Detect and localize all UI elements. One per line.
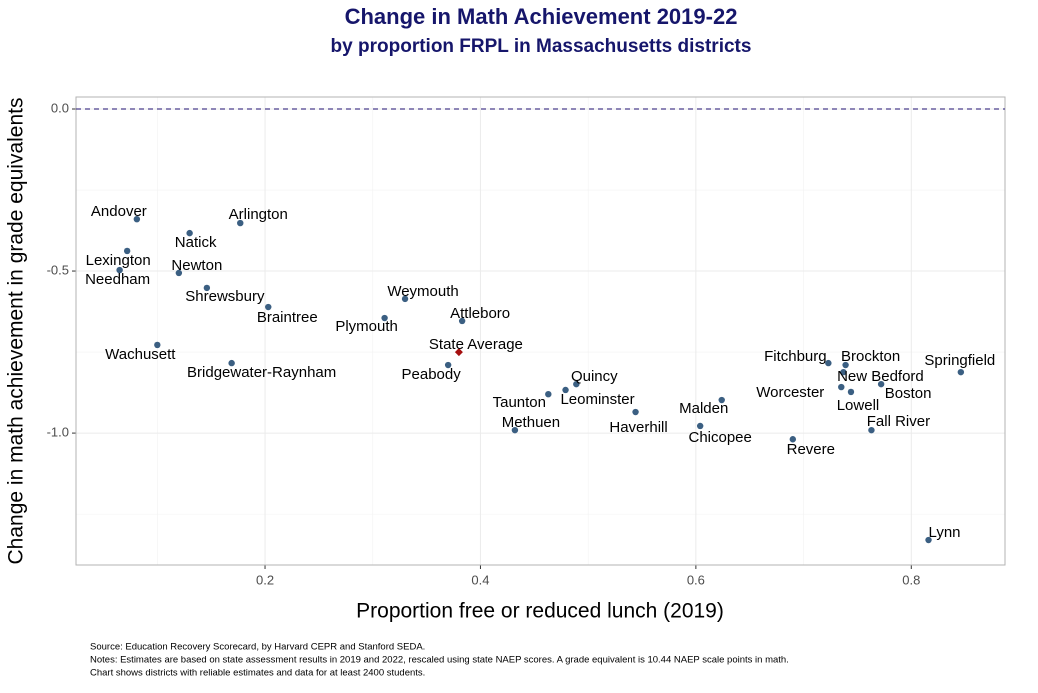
- point-label: Fall River: [867, 413, 930, 430]
- x-tick-label: 0.2: [256, 572, 274, 587]
- point: [840, 368, 847, 376]
- point-label: Leominster: [560, 391, 634, 408]
- point-label: Lexington: [86, 252, 151, 269]
- chart-subtitle: by proportion FRPL in Massachusetts dist…: [331, 36, 752, 57]
- y-tick-label: 0.0: [51, 100, 69, 115]
- point-label: New Bedford: [837, 368, 924, 385]
- point-label: Springfield: [924, 352, 995, 369]
- x-axis-title: Proportion free or reduced lunch (2019): [356, 600, 724, 623]
- point-label: Quincy: [571, 368, 618, 385]
- point: [116, 266, 123, 274]
- point-label: Weymouth: [387, 283, 458, 300]
- point: [458, 317, 466, 325]
- x-tick-label: 0.6: [687, 572, 705, 587]
- point: [454, 348, 463, 357]
- footnote: Notes: Estimates are based on state asse…: [90, 655, 789, 666]
- point-label: Arlington: [229, 206, 288, 223]
- point: [511, 426, 519, 434]
- y-tick-label: -0.5: [47, 262, 69, 277]
- point: [123, 247, 131, 255]
- point: [545, 390, 552, 398]
- point-label: Worcester: [756, 384, 824, 401]
- point: [133, 215, 141, 223]
- point-label: Chicopee: [688, 429, 751, 446]
- point-label: Attleboro: [450, 305, 510, 322]
- point: [154, 341, 161, 349]
- plot-border: [75, 96, 1006, 566]
- point-label: Lowell: [837, 397, 880, 414]
- point-label: Shrewsbury: [185, 288, 265, 305]
- point: [847, 388, 855, 396]
- point-label: Haverhill: [609, 419, 667, 436]
- point: [175, 269, 183, 277]
- point-label: Needham: [85, 271, 150, 288]
- point: [925, 536, 932, 544]
- point-label: Andover: [91, 203, 147, 220]
- point: [203, 284, 211, 292]
- point-label: Methuen: [502, 414, 560, 431]
- point-label: Lynn: [929, 524, 961, 541]
- point: [401, 295, 409, 303]
- point-label: Boston: [885, 385, 932, 402]
- point: [838, 383, 845, 391]
- point: [632, 408, 639, 416]
- point: [444, 361, 452, 369]
- point: [696, 422, 704, 430]
- y-axis-title: Change in math achievement in grade equi…: [5, 98, 28, 565]
- point-label: Newton: [171, 257, 222, 274]
- point-label: Malden: [679, 400, 728, 417]
- point-label: Natick: [175, 234, 217, 251]
- point: [718, 396, 725, 404]
- point-label: Braintree: [257, 309, 318, 326]
- point-label: Fitchburg: [764, 348, 827, 365]
- point: [789, 436, 797, 443]
- footnote: Chart shows districts with reliable esti…: [90, 668, 425, 679]
- x-tick-label: 0.8: [902, 572, 920, 587]
- x-tick-label: 0.4: [471, 572, 489, 587]
- point: [265, 303, 272, 311]
- y-tick-label: -1.0: [47, 425, 69, 440]
- footnote: Source: Education Recovery Scorecard, by…: [90, 642, 425, 653]
- point: [381, 314, 388, 322]
- point: [868, 426, 875, 434]
- point-label: Plymouth: [335, 318, 398, 335]
- point-label: State Average: [429, 336, 523, 353]
- point: [957, 368, 965, 376]
- point: [877, 380, 885, 388]
- point-label: Peabody: [402, 366, 462, 383]
- point: [186, 229, 193, 237]
- point-label: Revere: [787, 441, 835, 458]
- point: [842, 361, 849, 369]
- point-label: Taunton: [493, 394, 546, 411]
- point-label: Bridgewater-Raynham: [187, 364, 336, 381]
- point: [825, 359, 832, 367]
- point: [228, 359, 235, 367]
- point: [237, 219, 244, 227]
- point: [573, 380, 580, 388]
- point: [562, 386, 569, 394]
- point-label: Wachusett: [105, 346, 176, 363]
- point-label: Brockton: [841, 348, 900, 365]
- chart-title: Change in Math Achievement 2019-22: [345, 4, 738, 29]
